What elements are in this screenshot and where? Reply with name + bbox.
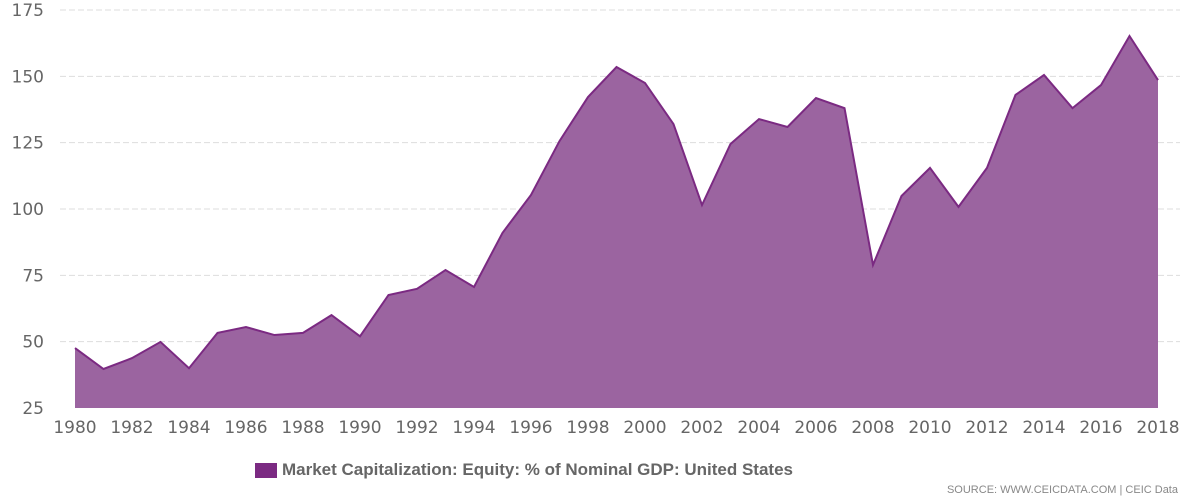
x-tick-label: 1986 (224, 418, 267, 438)
y-tick-label: 150 (12, 67, 44, 87)
source-note: SOURCE: WWW.CEICDATA.COM | CEIC Data (946, 484, 1178, 496)
y-tick-label: 100 (12, 200, 44, 220)
y-tick-label: 50 (22, 333, 44, 353)
x-tick-label: 1996 (509, 418, 552, 438)
y-tick-label: 75 (22, 266, 44, 286)
x-tick-label: 1980 (53, 418, 96, 438)
x-tick-label: 2000 (623, 418, 666, 438)
x-tick-label: 2010 (908, 418, 951, 438)
x-tick-label: 2004 (737, 418, 780, 438)
x-tick-label: 2008 (851, 418, 894, 438)
x-tick-label: 1994 (452, 418, 495, 438)
y-tick-label: 175 (12, 1, 44, 21)
x-tick-label: 1990 (338, 418, 381, 438)
x-tick-label: 1982 (110, 418, 153, 438)
x-tick-label: 2002 (680, 418, 723, 438)
x-tick-label: 2012 (965, 418, 1008, 438)
x-tick-label: 2018 (1136, 418, 1179, 438)
x-tick-label: 1988 (281, 418, 324, 438)
legend-label: Market Capitalization: Equity: % of Nomi… (282, 460, 793, 479)
x-tick-label: 1992 (395, 418, 438, 438)
legend[interactable]: Market Capitalization: Equity: % of Nomi… (255, 460, 793, 480)
x-tick-label: 1998 (566, 418, 609, 438)
x-tick-label: 1984 (167, 418, 210, 438)
x-tick-label: 2006 (794, 418, 837, 438)
legend-swatch (255, 462, 277, 478)
area-fill (75, 36, 1158, 409)
y-tick-label: 25 (22, 399, 44, 419)
x-tick-label: 2014 (1022, 418, 1065, 438)
y-tick-label: 125 (12, 134, 44, 154)
x-tick-label: 2016 (1079, 418, 1122, 438)
